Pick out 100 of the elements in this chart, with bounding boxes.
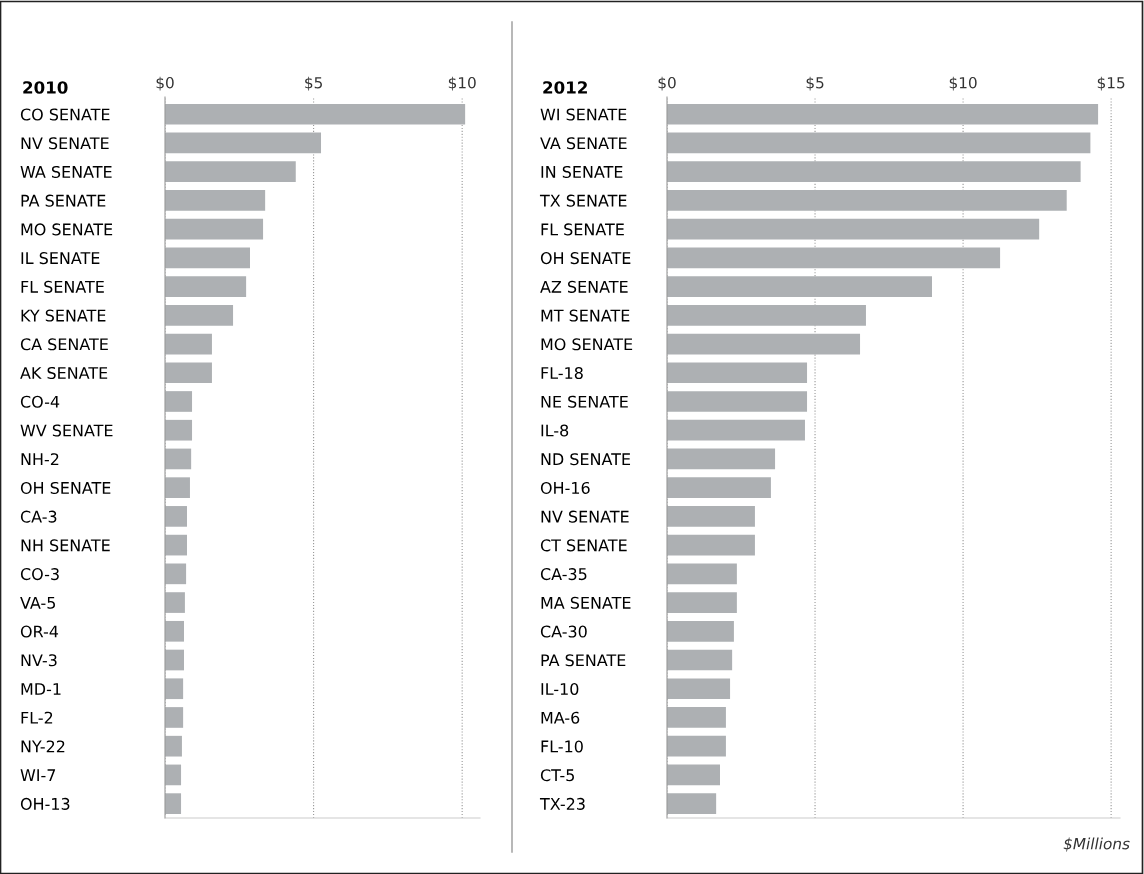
y-tick-label: NE SENATE bbox=[541, 395, 628, 408]
bar bbox=[667, 161, 1081, 183]
bar bbox=[667, 506, 755, 527]
bar bbox=[667, 103, 1099, 125]
bar bbox=[667, 764, 720, 786]
y-tick-label: FL-18 bbox=[541, 366, 583, 380]
bar bbox=[165, 247, 250, 269]
bar bbox=[667, 419, 805, 441]
y-tick-label: CT-5 bbox=[540, 769, 574, 782]
y-tick-label: OR-4 bbox=[20, 625, 59, 638]
x-tick-label: $10 bbox=[448, 76, 476, 91]
bar bbox=[165, 103, 466, 125]
chart-title: 2012 bbox=[543, 81, 587, 94]
bar bbox=[165, 534, 187, 556]
bar bbox=[165, 793, 182, 814]
y-tick-label: NY-22 bbox=[21, 740, 65, 753]
y-tick-label: OH SENATE bbox=[540, 252, 631, 265]
y-tick-label: AK SENATE bbox=[20, 366, 108, 380]
y-tick-label: VA-5 bbox=[20, 596, 56, 609]
bar bbox=[165, 391, 193, 412]
y-tick-label: ND SENATE bbox=[541, 453, 631, 466]
y-tick-label: WV SENATE bbox=[20, 424, 113, 437]
y-tick-label: FL-10 bbox=[541, 740, 583, 753]
y-tick-label: CT SENATE bbox=[540, 539, 627, 552]
y-tick-label: NV-3 bbox=[21, 654, 57, 667]
y-tick-label: CA SENATE bbox=[20, 338, 108, 351]
y-tick-label: MT SENATE bbox=[541, 309, 630, 322]
y-tick-label: KY SENATE bbox=[21, 309, 106, 322]
y-tick-label: WI-7 bbox=[20, 769, 56, 781]
y-tick-label: TX SENATE bbox=[539, 194, 627, 207]
bar bbox=[165, 333, 212, 355]
y-tick-label: NV SENATE bbox=[541, 510, 629, 523]
bar bbox=[667, 620, 734, 642]
bar bbox=[165, 764, 182, 786]
y-tick-label: OH-16 bbox=[540, 481, 590, 494]
y-tick-label: WI SENATE bbox=[540, 108, 627, 121]
bar bbox=[165, 276, 247, 297]
bar bbox=[667, 735, 726, 757]
bar bbox=[165, 506, 187, 527]
bar bbox=[667, 448, 776, 470]
bar bbox=[667, 276, 932, 297]
bar bbox=[667, 333, 861, 355]
y-tick-label: IN SENATE bbox=[541, 165, 623, 178]
chart-title: 2010 bbox=[23, 81, 68, 94]
bar bbox=[667, 534, 755, 556]
x-tick-label: $5 bbox=[305, 76, 322, 91]
bar bbox=[667, 132, 1091, 154]
y-tick-label: MA-6 bbox=[541, 711, 580, 724]
bar bbox=[667, 477, 771, 498]
bar bbox=[165, 448, 192, 470]
y-tick-label: OH-13 bbox=[20, 797, 70, 810]
y-tick-label: MO SENATE bbox=[21, 223, 113, 236]
bar bbox=[667, 563, 737, 585]
y-tick-label: FL SENATE bbox=[541, 223, 624, 236]
x-tick-label: $0 bbox=[156, 76, 174, 91]
y-tick-label: TX-23 bbox=[539, 797, 585, 810]
y-tick-label: FL SENATE bbox=[21, 280, 104, 293]
bar bbox=[165, 563, 187, 585]
y-tick-label: FL-2 bbox=[21, 711, 53, 724]
y-tick-label: CA-3 bbox=[20, 510, 57, 523]
bar bbox=[165, 678, 184, 700]
bar bbox=[165, 132, 322, 154]
bar bbox=[165, 362, 212, 384]
y-tick-label: AZ SENATE bbox=[540, 280, 628, 293]
bar bbox=[165, 707, 184, 728]
x-tick-label: $10 bbox=[949, 76, 977, 91]
bar bbox=[667, 218, 1040, 240]
bar bbox=[165, 419, 193, 441]
bar bbox=[667, 190, 1067, 211]
y-tick-label: MO SENATE bbox=[541, 338, 633, 351]
y-tick-label: CO-4 bbox=[20, 395, 60, 408]
x-tick-label: $5 bbox=[806, 76, 824, 91]
bar bbox=[667, 362, 808, 384]
bar bbox=[165, 218, 264, 240]
bar bbox=[667, 649, 733, 671]
y-tick-label: OH SENATE bbox=[20, 481, 111, 494]
y-tick-label: NH SENATE bbox=[21, 539, 110, 552]
y-tick-label: IL-8 bbox=[541, 424, 569, 437]
x-tick-label: $0 bbox=[658, 76, 676, 91]
bar bbox=[165, 649, 185, 671]
text: $Millions bbox=[1063, 837, 1130, 852]
bar bbox=[165, 190, 266, 211]
y-tick-label: CO-3 bbox=[20, 568, 59, 581]
y-tick-label: PA SENATE bbox=[541, 654, 626, 667]
x-tick-label: $15 bbox=[1097, 76, 1125, 91]
y-tick-label: IL SENATE bbox=[21, 252, 100, 265]
bar bbox=[667, 793, 717, 814]
y-tick-label: IL-10 bbox=[541, 682, 579, 696]
bar bbox=[667, 391, 808, 412]
y-tick-label: NH-2 bbox=[21, 453, 59, 465]
y-tick-label: WA SENATE bbox=[20, 165, 112, 178]
bar bbox=[667, 707, 726, 728]
bar bbox=[165, 304, 234, 326]
bar bbox=[165, 161, 296, 183]
y-tick-label: NV SENATE bbox=[21, 137, 109, 150]
bar bbox=[165, 477, 190, 498]
y-tick-label: VA SENATE bbox=[540, 137, 627, 150]
bar bbox=[667, 304, 866, 326]
bar bbox=[165, 592, 185, 613]
bar bbox=[165, 735, 182, 757]
